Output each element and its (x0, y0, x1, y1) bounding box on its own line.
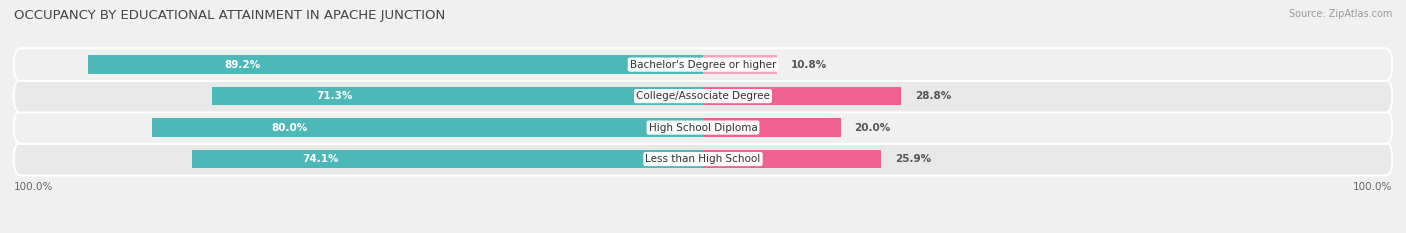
Text: 100.0%: 100.0% (1353, 182, 1392, 192)
Text: 100.0%: 100.0% (14, 182, 53, 192)
Text: Source: ZipAtlas.com: Source: ZipAtlas.com (1288, 9, 1392, 19)
Text: Less than High School: Less than High School (645, 154, 761, 164)
Text: OCCUPANCY BY EDUCATIONAL ATTAINMENT IN APACHE JUNCTION: OCCUPANCY BY EDUCATIONAL ATTAINMENT IN A… (14, 9, 446, 22)
FancyBboxPatch shape (14, 48, 1392, 81)
Text: 25.9%: 25.9% (896, 154, 931, 164)
Legend: Owner-occupied, Renter-occupied: Owner-occupied, Renter-occupied (591, 231, 815, 233)
Text: 89.2%: 89.2% (224, 60, 260, 70)
Text: 74.1%: 74.1% (302, 154, 339, 164)
Bar (703, 55, 778, 74)
FancyBboxPatch shape (14, 80, 1392, 113)
Text: Bachelor's Degree or higher: Bachelor's Degree or higher (630, 60, 776, 70)
Text: 10.8%: 10.8% (792, 60, 828, 70)
FancyBboxPatch shape (14, 143, 1392, 175)
Text: College/Associate Degree: College/Associate Degree (636, 91, 770, 101)
Bar (703, 118, 841, 137)
Text: 20.0%: 20.0% (855, 123, 891, 133)
Bar (212, 87, 703, 105)
Text: High School Diploma: High School Diploma (648, 123, 758, 133)
Bar (703, 87, 901, 105)
Bar (152, 118, 703, 137)
Bar (703, 150, 882, 168)
Text: 28.8%: 28.8% (915, 91, 952, 101)
Bar (193, 150, 703, 168)
Text: 71.3%: 71.3% (316, 91, 353, 101)
Bar (89, 55, 703, 74)
FancyBboxPatch shape (14, 111, 1392, 144)
Text: 80.0%: 80.0% (271, 123, 308, 133)
